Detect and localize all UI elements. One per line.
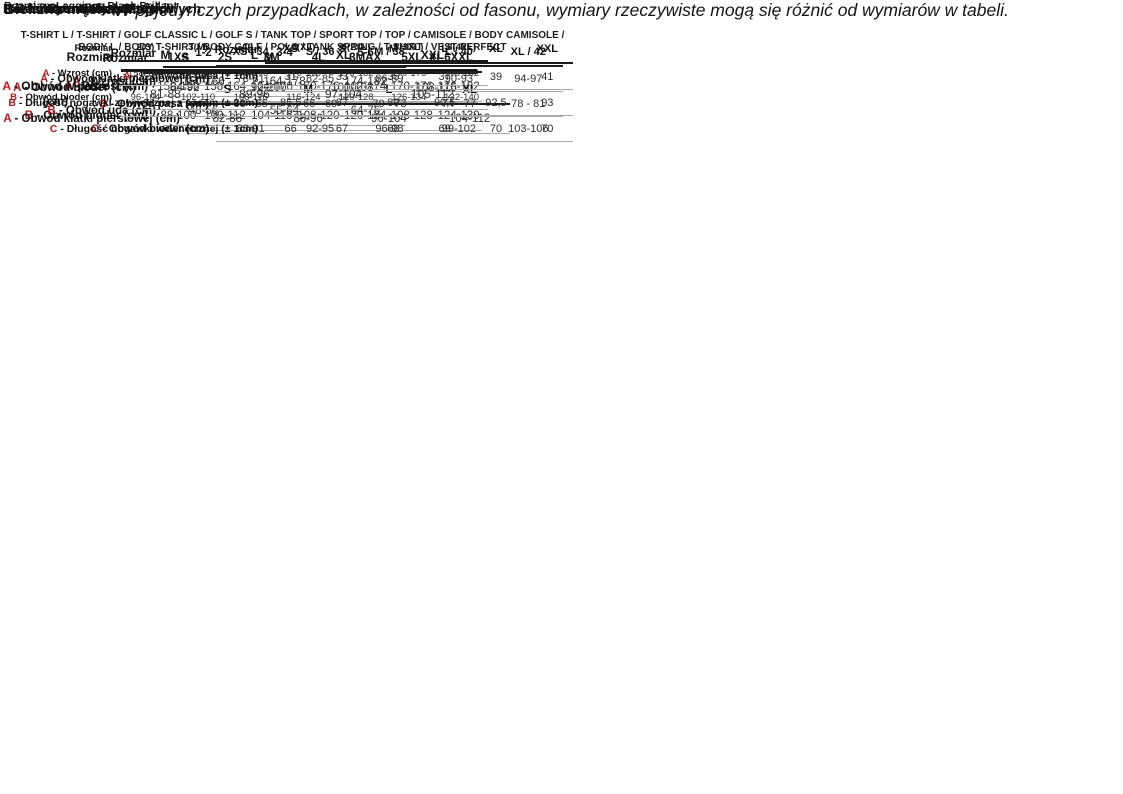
size-value-cell: 70 xyxy=(470,115,522,142)
row-letter: A xyxy=(13,81,21,94)
row-letter: B xyxy=(24,110,33,122)
column-header: XXL xyxy=(521,43,573,64)
row-label: A - Wzrost (cm) xyxy=(42,67,112,79)
section-title-mens-underwear: Bielizna męska: Majtki xyxy=(4,1,168,18)
section-title-basic-line: Basic Line xyxy=(4,1,72,16)
size-value-cell: 97-104 xyxy=(299,70,388,117)
section-title-perfect: Basic Line: Perfect xyxy=(16,1,137,16)
section-title-seamless-panties: Rozmiary majtek bezszwowych xyxy=(3,1,202,16)
row-label: C - Obwód bioder (cm) xyxy=(91,123,209,135)
size-value-cell: 68 xyxy=(367,115,419,142)
column-header-corner: Rozmiar xyxy=(74,43,112,54)
row-letter: B xyxy=(47,105,56,117)
size-value-cell: 92,5 xyxy=(470,89,522,116)
table-row: A - Obwód w pasie (cm) 81-88 89-96 97-104 10… xyxy=(0,70,477,117)
section-title-leggings: Rozmiary Leggings Black Brillant xyxy=(4,0,178,12)
row-letter: A xyxy=(3,112,12,125)
size-value-cell: 81-88 xyxy=(121,70,210,117)
row-label: C - Długość nogawki wewnętrznej (± 1cm) xyxy=(49,122,258,135)
table-header: Rozmiar M L XL XXL xyxy=(0,48,477,72)
row-letter: A xyxy=(40,72,48,85)
column-header: XL xyxy=(470,43,522,64)
size-value-cell: 41 xyxy=(521,63,573,90)
size-value-cell: 39 xyxy=(470,63,522,90)
row-letter: A xyxy=(64,80,72,93)
row-label: A - Obwód w pasie (cm) xyxy=(2,78,109,108)
section-title-skinny-hot: Basic Line: Skinny Hot xyxy=(4,1,150,16)
size-value-cell: 67 xyxy=(316,115,368,142)
row-letter: B xyxy=(99,98,108,110)
row-letter: A xyxy=(42,67,50,79)
column-header-corner: Rozmiar xyxy=(66,49,114,64)
row-letter: A xyxy=(72,75,80,88)
section-title-stockings: Rozmiary pończoch xyxy=(48,1,175,16)
section-mens-underwear: Bielizna męska: Majtki Rozmiar M L XL XXL A -… xyxy=(0,0,583,117)
size-value-cell: 70 xyxy=(521,115,573,142)
table-body: A - Obwód w pasie (cm) 81-88 89-96 97-104 10… xyxy=(0,70,477,117)
column-header: L xyxy=(210,48,299,72)
row-letter: C xyxy=(49,122,58,135)
disclaimer-note: W pojedynczych przypadkach, w zależności… xyxy=(114,0,1009,20)
size-value-cell: 93 xyxy=(521,89,573,116)
table-row: C - Długość nogawki wewnętrznej (± 1cm) 6… xyxy=(0,115,573,142)
column-header: M xyxy=(121,48,210,72)
size-value-cell: 69 xyxy=(418,115,471,142)
header-row: Rozmiar M L XL XXL xyxy=(0,48,477,72)
row-letter: B xyxy=(10,92,17,103)
row-label: A - Obwód bioder (cm) xyxy=(13,81,136,94)
column-header: XL xyxy=(299,48,388,72)
size-value-cell: 105-112 xyxy=(388,70,477,117)
row-letter: A xyxy=(2,78,11,93)
row-label: B - Obwód bioder (cm) xyxy=(24,110,148,122)
section-title-tights: Rozmiary rajstop xyxy=(48,1,157,16)
mens-underwear-size-table: Rozmiar M L XL XXL A - Obwód w pasie (cm) 81-8… xyxy=(0,48,477,117)
column-header: XXL xyxy=(388,48,477,72)
row-letter: C xyxy=(91,123,99,135)
row-label: B - Obwód bioder (cm) xyxy=(10,92,112,103)
row-letter: B xyxy=(8,96,16,109)
size-value-cell: 66 xyxy=(265,115,317,142)
size-value-cell: 89-96 xyxy=(210,70,299,117)
